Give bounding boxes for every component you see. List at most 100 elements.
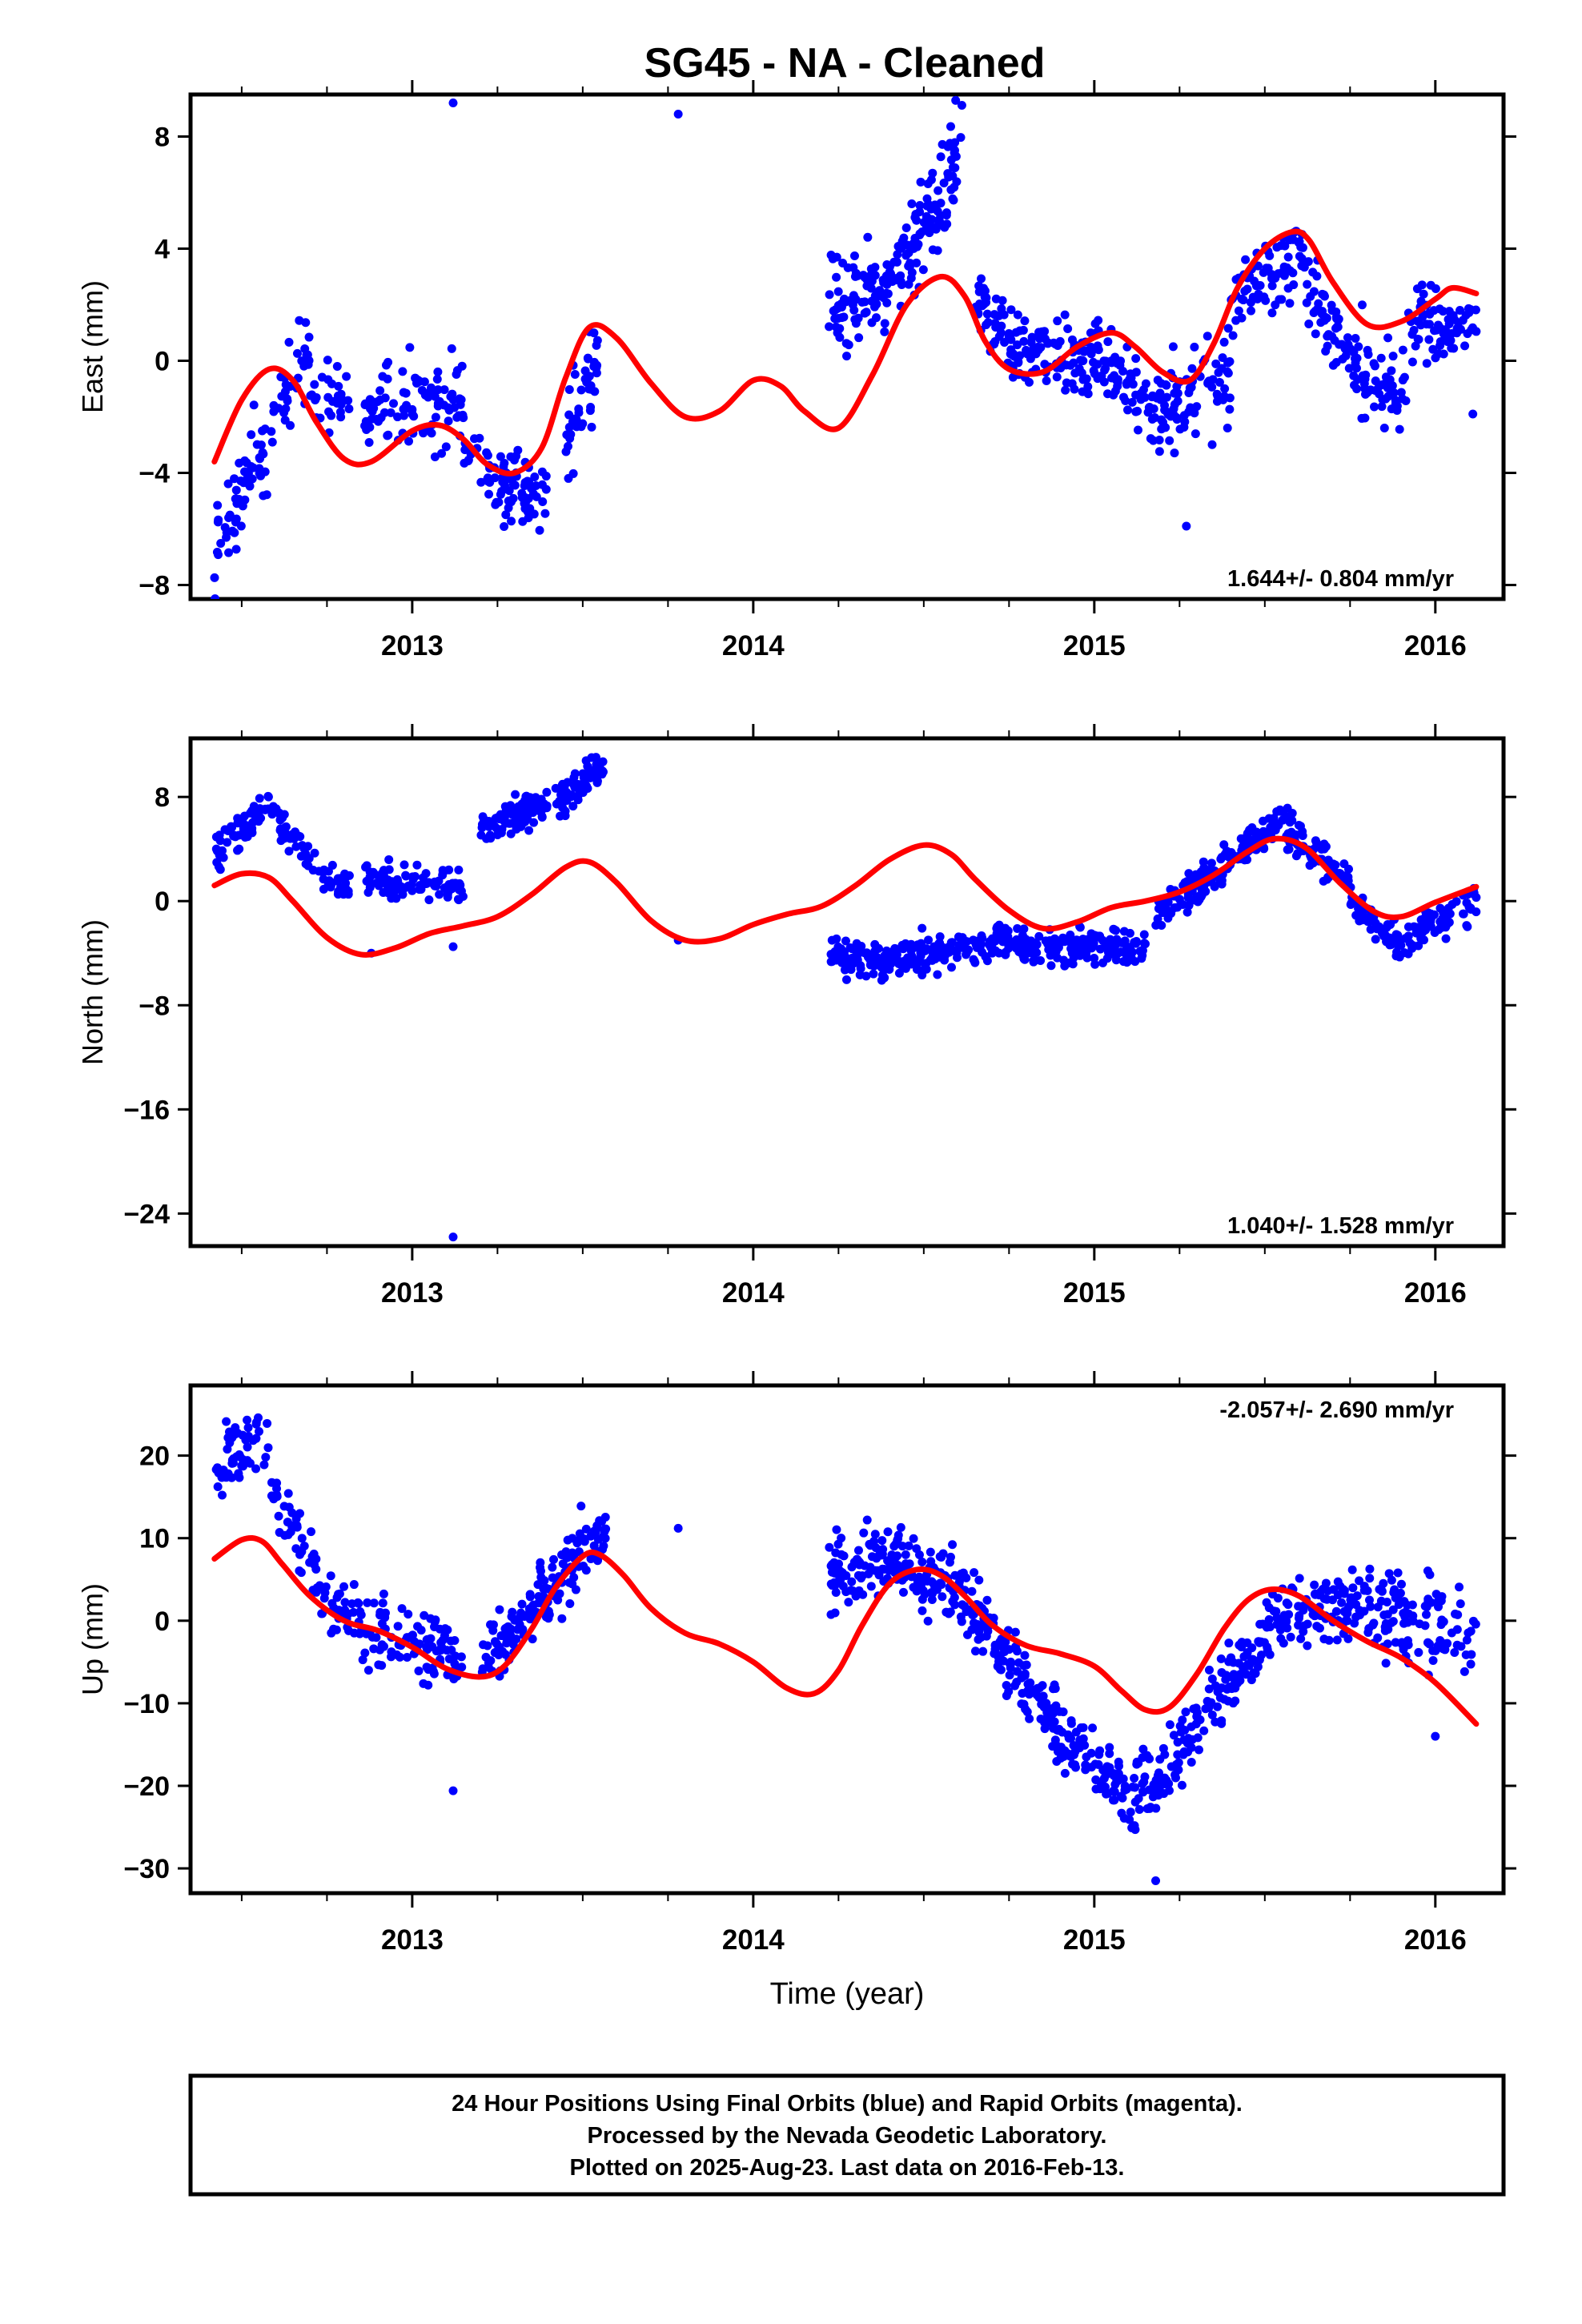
east-data-point (1255, 280, 1265, 290)
up-data-point (995, 1637, 1005, 1647)
east-data-point (1062, 378, 1071, 388)
up-data-point (1095, 1746, 1105, 1755)
up-data-point (502, 1638, 512, 1648)
up-data-point (331, 1625, 341, 1634)
up-data-point (557, 1614, 567, 1623)
east-data-point (1110, 386, 1120, 396)
up-data-point (1282, 1617, 1291, 1626)
east-data-point (1203, 332, 1212, 341)
up-data-point (432, 1647, 441, 1656)
north-data-point (445, 885, 455, 895)
east-data-point (977, 274, 986, 283)
east-data-point (1330, 336, 1339, 345)
north-data-point (1347, 899, 1356, 908)
east-data-point (1435, 337, 1445, 347)
up-data-point (492, 1639, 501, 1649)
east-data-point (324, 407, 334, 416)
east-data-point (1289, 280, 1299, 290)
up-data-point (424, 1680, 433, 1690)
east-data-point (1214, 368, 1223, 377)
up-data-point (565, 1599, 575, 1609)
east-data-point (1419, 289, 1428, 299)
up-data-point (1257, 1651, 1267, 1660)
up-data-point (363, 1598, 372, 1607)
north-data-point (524, 826, 534, 835)
up-data-point (835, 1569, 845, 1578)
east-data-point (936, 152, 946, 162)
east-data-point (440, 400, 449, 410)
east-data-point (1443, 329, 1453, 339)
up-data-point (1118, 1793, 1127, 1803)
north-data-point (560, 811, 570, 821)
north-ytick-label: −24 (123, 1199, 170, 1229)
north-data-point (1278, 815, 1287, 825)
north-data-point (1158, 898, 1168, 907)
north-data-point (1195, 891, 1204, 901)
east-data-point (484, 489, 494, 499)
east-data-point (926, 204, 936, 214)
north-data-point (847, 953, 857, 963)
up-data-point (990, 1649, 999, 1659)
up-data-point (1427, 1598, 1436, 1607)
up-data-point (327, 1598, 337, 1608)
north-data-point (1044, 945, 1054, 955)
east-data-point (842, 352, 852, 361)
east-data-point (1008, 350, 1018, 360)
up-data-point (1070, 1760, 1080, 1770)
north-data-point (1131, 937, 1141, 947)
up-data-point (422, 1635, 432, 1645)
up-data-point (865, 1562, 875, 1572)
east-data-point (587, 422, 596, 432)
up-data-point (292, 1521, 302, 1530)
east-data-point (915, 230, 925, 239)
up-data-point (917, 1606, 927, 1615)
east-data-point (1053, 316, 1062, 326)
east-data-point (304, 356, 314, 365)
up-data-point (1428, 1655, 1438, 1665)
up-data-point (283, 1530, 293, 1539)
east-data-point (361, 416, 371, 426)
up-data-point (989, 1614, 998, 1623)
east-data-point (1392, 405, 1402, 415)
up-data-point (457, 1663, 467, 1672)
up-data-point (517, 1599, 527, 1609)
north-ytick-label: −16 (123, 1095, 170, 1125)
north-data-point (251, 804, 261, 814)
up-data-point (1235, 1640, 1244, 1650)
up-data-point (287, 1508, 297, 1518)
north-data-point (400, 860, 409, 870)
east-data-point (916, 177, 926, 187)
north-data-point (568, 802, 578, 811)
up-xtick-label: 2015 (1063, 1924, 1126, 1956)
north-data-point (855, 943, 865, 953)
east-model-curve (211, 228, 1480, 476)
north-data-point (504, 818, 514, 828)
up-data-point (1462, 1635, 1472, 1645)
up-data-point (927, 1589, 937, 1598)
east-data-point (912, 258, 921, 267)
up-data-point (1452, 1625, 1462, 1634)
north-data-point (1041, 936, 1050, 946)
up-data-point (595, 1516, 604, 1526)
up-data-point (1051, 1701, 1061, 1711)
east-y-axis-label: East (mm) (76, 280, 109, 413)
east-data-point (375, 395, 385, 404)
up-data-point (227, 1473, 236, 1482)
up-data-point (1347, 1565, 1357, 1574)
up-data-point (1127, 1823, 1137, 1832)
east-data-point (576, 385, 586, 395)
north-data-point (379, 872, 389, 882)
east-data-point (1381, 372, 1391, 382)
east-data-point (1303, 279, 1312, 289)
east-data-point (235, 458, 244, 468)
east-data-point (1078, 356, 1088, 366)
up-data-point (1179, 1735, 1189, 1745)
up-data-point (555, 1589, 564, 1598)
north-data-point (942, 948, 951, 958)
north-data-point (964, 945, 974, 955)
up-data-point (866, 1582, 876, 1591)
up-data-point (1130, 1774, 1139, 1783)
east-data-point (1349, 380, 1359, 390)
east-data-point (475, 433, 484, 443)
east-data-point (872, 287, 881, 297)
